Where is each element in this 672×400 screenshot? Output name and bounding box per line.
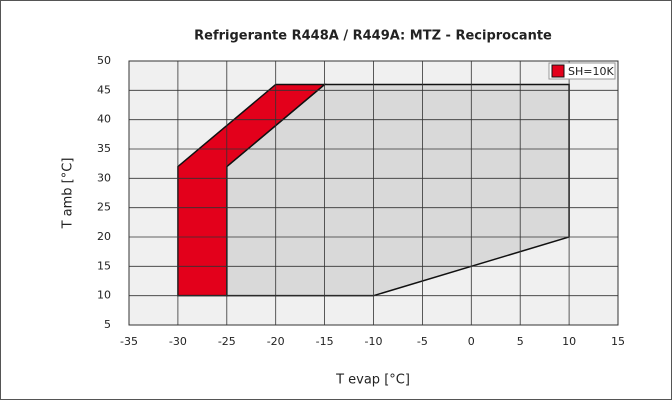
y-tick-label: 5 (104, 318, 111, 331)
x-tick-label: -30 (169, 335, 187, 348)
legend-label: SH=10K (568, 65, 614, 78)
x-tick-label: 10 (562, 335, 576, 348)
y-axis-label: T amb [°C] (61, 158, 76, 230)
legend-box (548, 62, 616, 80)
x-tick-label: -35 (120, 335, 138, 348)
y-tick-label: 45 (97, 83, 111, 96)
y-tick-label: 10 (97, 289, 111, 302)
chart-title: Refrigerante R448A / R449A: MTZ - Recipr… (194, 29, 552, 44)
y-tick-label: 15 (97, 259, 111, 272)
x-tick-label: 5 (517, 335, 524, 348)
y-tick-label: 40 (97, 113, 111, 126)
y-tick-label: 50 (97, 54, 111, 67)
plot-border (128, 60, 619, 326)
x-tick-label: -25 (218, 335, 236, 348)
x-tick-label: -20 (267, 335, 285, 348)
y-tick-label: 25 (97, 201, 111, 214)
x-tick-label: 0 (468, 335, 475, 348)
x-tick-label: -5 (417, 335, 428, 348)
y-tick-label: 30 (97, 171, 111, 184)
legend-swatch (551, 64, 565, 78)
x-tick-label: 15 (611, 335, 625, 348)
x-tick-label: -10 (365, 335, 383, 348)
y-tick-label: 35 (97, 142, 111, 155)
x-axis-label: T evap [°C] (335, 373, 410, 388)
x-tick-label: -15 (316, 335, 334, 348)
y-tick-label: 20 (97, 230, 111, 243)
